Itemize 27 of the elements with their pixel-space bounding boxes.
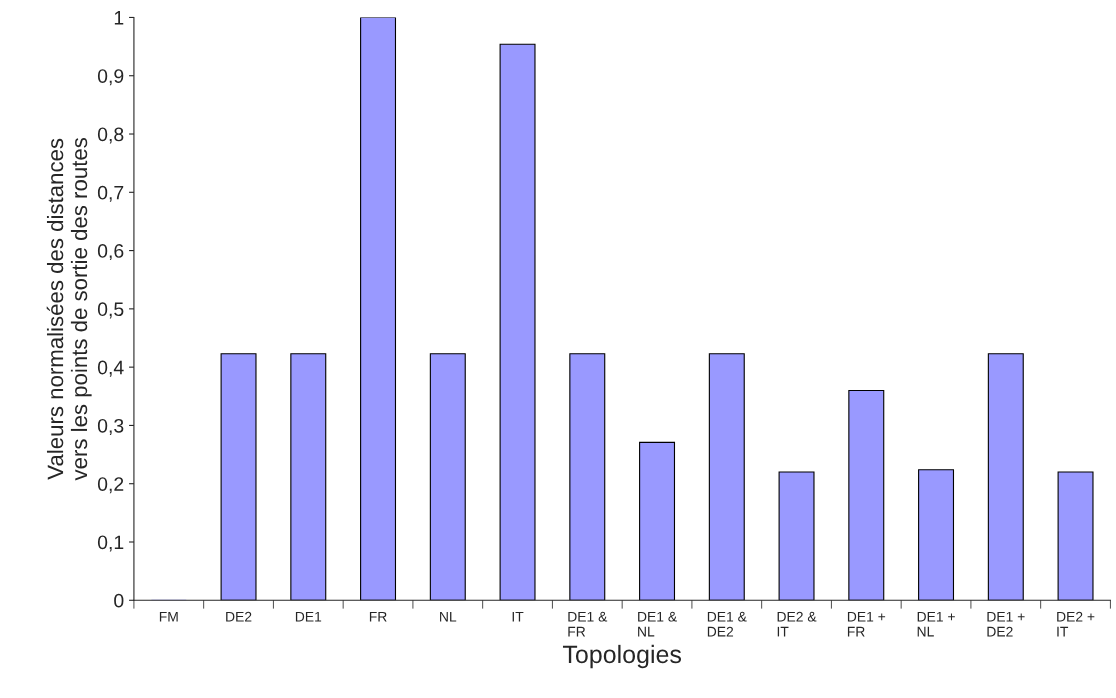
x-tick-label: DE2 <box>226 611 252 622</box>
y-tick-label: 0,3 <box>97 418 124 435</box>
y-tick-label: 0,2 <box>97 477 124 494</box>
x-tick-label: NL <box>440 611 457 622</box>
x-tick-label: DE1 <box>295 611 322 622</box>
x-tick-label: DE1 + DE2 <box>987 611 1025 637</box>
y-tick-label: 0,8 <box>97 127 124 144</box>
x-tick-label: FM <box>159 611 178 622</box>
y-tick-label: 0,6 <box>97 244 124 261</box>
x-tick-label: DE1 & DE2 <box>707 611 747 637</box>
x-axis-title: Topologies <box>562 644 682 669</box>
y-tick-label: 0,7 <box>97 185 124 202</box>
x-tick-label: DE2 & IT <box>777 611 817 637</box>
y-axis-title: Valeurs normalisées des distances vers les points de sortie des routes <box>46 137 92 481</box>
y-tick-label: 0,5 <box>97 302 124 319</box>
x-tick-label: DE1 + NL <box>917 611 955 637</box>
y-tick-label: 0,9 <box>97 69 124 86</box>
y-tick-label: 0,1 <box>97 535 124 552</box>
x-tick-label: IT <box>512 611 524 622</box>
x-tick-label: DE2 + IT <box>1057 611 1095 637</box>
y-tick-label: 1 <box>114 11 124 25</box>
x-tick-label: FR <box>369 611 387 622</box>
y-tick-label: 0 <box>114 593 124 608</box>
x-tick-label: DE1 + FR <box>847 611 886 637</box>
y-tick-label: 0,4 <box>97 360 124 377</box>
x-tick-label: DE1 & NL <box>638 611 677 637</box>
x-tick-label: DE1 & FR <box>568 611 608 637</box>
